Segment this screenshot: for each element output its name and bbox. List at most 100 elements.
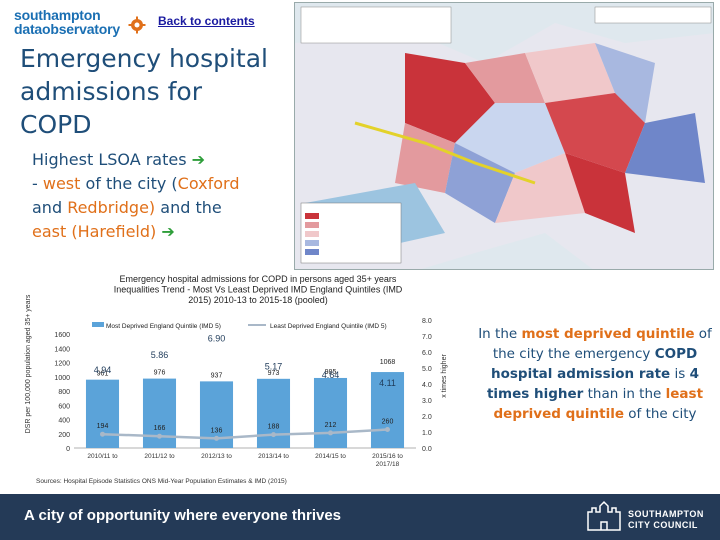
summary-times-higher: 4 times higher [486, 366, 699, 402]
chart-legend: Most Deprived England Quintile (IMD 5) Le… [92, 322, 387, 330]
logo-line-1: southampton [14, 7, 101, 23]
bar-value-label: 976 [154, 370, 166, 377]
point-least-deprived [100, 431, 105, 437]
bar-most-deprived [370, 372, 405, 448]
data-observatory-logo: southampton dataobservatory [14, 7, 146, 42]
y-right-tick-label: 6.0 [422, 350, 432, 357]
x-tick-label: 2013/14 to [258, 453, 289, 460]
highlight-text: and the [155, 198, 222, 217]
bar-value-label: 985 [325, 369, 337, 376]
point-least-deprived [328, 430, 333, 436]
chart-axes: 0 200 400 600 800 1000 1200 1400 1600 0.0 1.0 2.0 3.… [25, 294, 448, 485]
castle-icon [587, 500, 621, 531]
chart-title-line: Inequalities Trend - Most Vs Least Depri… [114, 285, 403, 295]
ratio-value-label: 5.86 [151, 350, 169, 360]
bar-most-deprived [256, 378, 291, 448]
chart-labels: 961 976 937 973 985 1068 194 166 136 188 212 260 4.9… [94, 334, 396, 435]
bar-value-label: 937 [211, 372, 223, 379]
line-value-label: 212 [325, 422, 337, 429]
highlight-coxford: Coxford [177, 174, 240, 193]
x-tick-label: 2014/15 to [315, 453, 346, 460]
council-name-line-1: SOUTHAMPTON [628, 509, 704, 519]
chart-title-line: 2015) 2010-13 to 2015-18 (pooled) [188, 295, 328, 305]
y-left-tick-label: 1000 [54, 375, 70, 382]
bar-value-label: 973 [268, 370, 280, 377]
highlight-heading: Highest LSOA rates [32, 150, 187, 169]
summary-text-part: of the city the emergency [492, 326, 712, 362]
y-left-tick-label: 1400 [54, 346, 70, 353]
summary-least-deprived: least deprived quintile [493, 386, 704, 422]
ratio-value-label: 6.90 [208, 334, 226, 344]
y-right-tick-label: 3.0 [422, 398, 432, 405]
arrow-right-icon: ➔ [161, 222, 175, 241]
highlights-text: Highest LSOA rates ➔ - west of the city … [32, 148, 294, 244]
x-tick-label: 2012/13 to [201, 453, 232, 460]
y-right-tick-label: 2.0 [422, 414, 432, 421]
y-right-axis-label: x times higher [441, 354, 448, 398]
lsoa-choropleth-map [294, 2, 714, 270]
title-line-2: admissions for [20, 77, 202, 106]
copd-inequalities-chart: Emergency hospital admissions for COPD i… [25, 274, 448, 485]
y-left-tick-label: 200 [58, 432, 70, 439]
summary-most-deprived: most deprived quintile [521, 326, 695, 342]
footer-tagline: A city of opportunity where everyone thr… [24, 507, 342, 524]
point-least-deprived [157, 433, 162, 439]
chart-lines [100, 427, 390, 441]
ratio-value-label: 4.94 [94, 365, 112, 375]
page-title: Emergency hospital admissions for COPD [20, 42, 290, 141]
line-least-deprived [102, 428, 388, 440]
legend-label-most-deprived: Most Deprived England Quintile (IMD 5) [106, 323, 221, 330]
council-logo: SOUTHAMPTON CITY COUNCIL [584, 500, 714, 534]
back-to-contents-link[interactable]: Back to contents [158, 14, 255, 28]
y-left-axis-label: DSR per 100,000 population aged 35+ year… [25, 294, 32, 433]
footer-banner: A city of opportunity where everyone thr… [0, 494, 720, 540]
line-value-label: 136 [211, 427, 223, 434]
summary-text-part: of the city [623, 406, 697, 422]
chart-source: Sources: Hospital Episode Statistics ONS… [36, 478, 287, 485]
map-image [295, 3, 713, 269]
point-least-deprived [214, 435, 219, 441]
bar-most-deprived [313, 377, 348, 448]
highlight-text: of the city ( [80, 174, 178, 193]
y-right-tick-label: 7.0 [422, 334, 432, 341]
point-least-deprived [271, 432, 276, 438]
highlight-text: - [32, 174, 43, 193]
highlight-text: and [32, 198, 68, 217]
chart-title: Emergency hospital admissions for COPD i… [114, 274, 403, 305]
line-value-label: 188 [268, 424, 280, 431]
bar-value-label: 1068 [380, 359, 396, 366]
bar-value-label: 961 [97, 371, 109, 378]
title-line-1: Emergency hospital [20, 44, 268, 73]
y-left-tick-label: 0 [66, 446, 70, 453]
legend-swatch-most-deprived [92, 322, 104, 327]
line-value-label: 194 [97, 423, 109, 430]
highlight-harefield: east (Harefield) [32, 222, 157, 241]
x-tick-label: 2011/12 to [144, 453, 175, 460]
y-right-tick-label: 1.0 [422, 430, 432, 437]
ratio-value-label: 4.64 [322, 370, 340, 380]
y-left-tick-label: 1600 [54, 332, 70, 339]
arrow-right-icon: ➔ [191, 150, 206, 169]
y-right-tick-label: 0.0 [422, 446, 432, 453]
y-left-tick-label: 800 [58, 389, 70, 396]
y-left-tick-label: 1200 [54, 361, 70, 368]
gear-icon [128, 16, 146, 34]
y-left-tick-label: 600 [58, 403, 70, 410]
ratio-value-label: 5.17 [265, 361, 283, 371]
summary-text-part: than in the [583, 386, 666, 402]
summary-copd-rate: COPD hospital admission rate [490, 346, 698, 382]
highlight-redbridge: Redbridge) [67, 198, 156, 217]
point-least-deprived [385, 427, 390, 433]
y-right-tick-label: 4.0 [422, 382, 432, 389]
chart-title-line: Emergency hospital admissions for COPD i… [120, 274, 397, 284]
line-value-label: 260 [382, 419, 394, 426]
summary-text-part: In the [478, 326, 522, 342]
ratio-value-label: 4.11 [379, 378, 396, 388]
summary-text-part: is [670, 366, 690, 382]
title-line-3: COPD [20, 110, 92, 139]
x-tick-label: 2015/16 to [372, 453, 403, 460]
bar-most-deprived [85, 379, 120, 448]
highlight-west: west [42, 174, 81, 193]
logo-line-2: dataobservatory [14, 21, 120, 37]
y-right-tick-label: 8.0 [422, 318, 432, 325]
